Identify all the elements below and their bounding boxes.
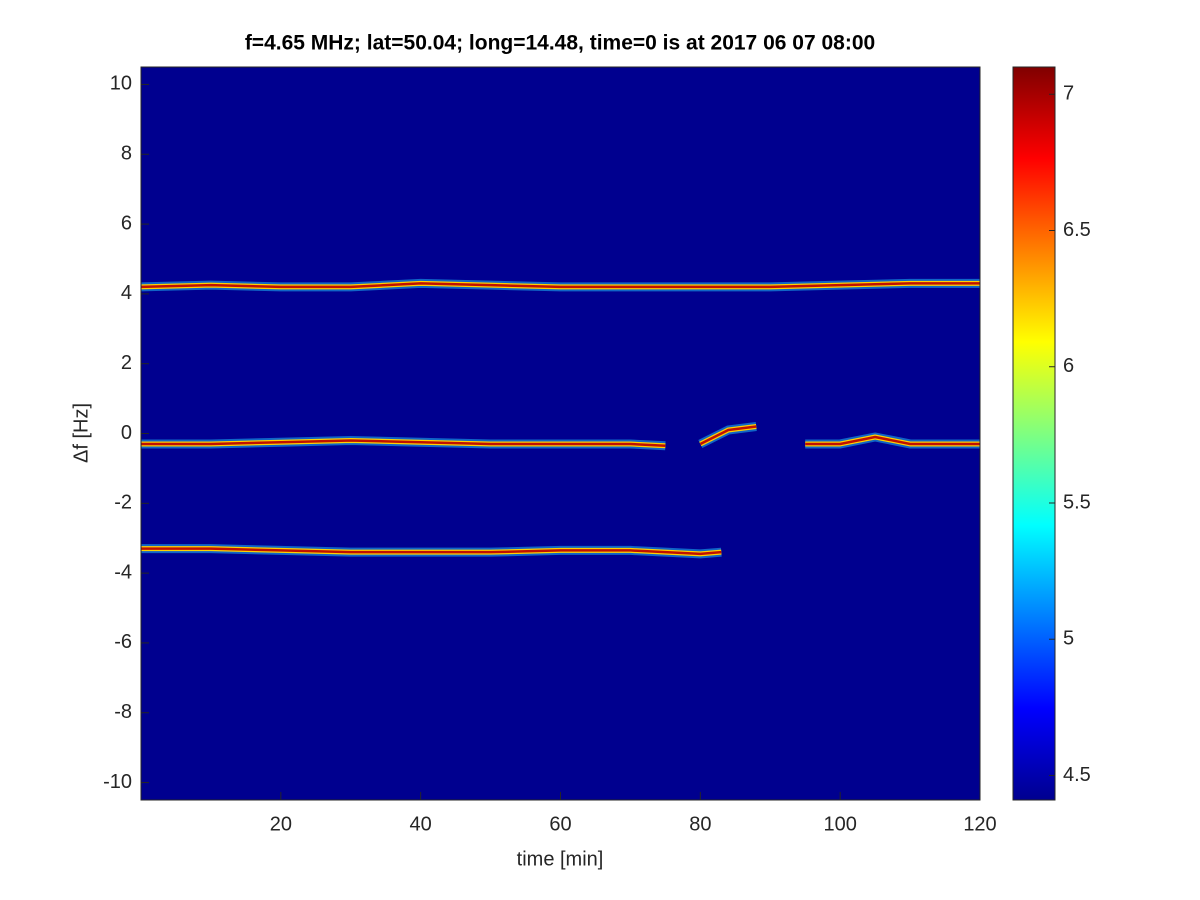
- y-tick-label: -8: [114, 701, 132, 723]
- y-tick-label: -2: [114, 492, 132, 514]
- y-tick-label: -6: [114, 631, 132, 653]
- x-tick-label: 60: [549, 813, 571, 835]
- colorbar-tick-label: 5: [1063, 628, 1074, 650]
- y-tick-label: 8: [121, 143, 132, 165]
- y-tick-label: -10: [103, 771, 132, 793]
- x-tick-label: 40: [410, 813, 432, 835]
- trace: [141, 547, 722, 556]
- y-tick-label: 10: [110, 73, 132, 95]
- colorbar-tick-label: 5.5: [1063, 491, 1091, 513]
- y-axis-label: Δf [Hz]: [70, 403, 92, 463]
- colorbar-tick-label: 4.5: [1063, 764, 1091, 786]
- x-axis-label: time [min]: [517, 848, 604, 870]
- colorbar-tick-label: 6: [1063, 355, 1074, 377]
- y-tick-label: 0: [121, 422, 132, 444]
- colorbar-tick-label: 7: [1063, 83, 1074, 105]
- x-tick-label: 100: [823, 813, 856, 835]
- chart-title: f=4.65 MHz; lat=50.04; long=14.48, time=…: [245, 32, 875, 55]
- x-tick-label: 80: [689, 813, 711, 835]
- plot-background: [141, 67, 980, 800]
- y-tick-label: 2: [121, 352, 132, 374]
- y-tick-label: 4: [121, 282, 132, 304]
- colorbar-tick-label: 6.5: [1063, 219, 1091, 241]
- x-tick-label: 20: [270, 813, 292, 835]
- trace: [141, 425, 980, 447]
- y-tick-label: -4: [114, 561, 132, 583]
- x-tick-label: 120: [963, 813, 996, 835]
- trace: [140, 282, 980, 289]
- y-tick-label: 6: [121, 212, 132, 234]
- colorbar: [1012, 66, 1056, 801]
